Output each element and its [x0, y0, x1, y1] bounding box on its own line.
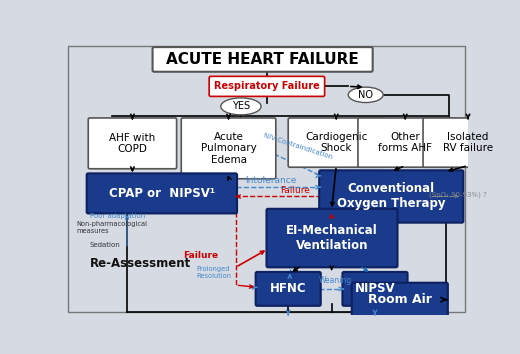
Text: Sedation: Sedation	[90, 241, 121, 247]
Text: Prolonged
Resolution: Prolonged Resolution	[197, 266, 232, 279]
FancyBboxPatch shape	[343, 272, 408, 306]
Text: Respiratory Failure: Respiratory Failure	[214, 81, 320, 91]
Ellipse shape	[221, 98, 261, 115]
Text: NIPSV: NIPSV	[355, 282, 395, 295]
Text: Failure: Failure	[280, 187, 309, 195]
FancyBboxPatch shape	[152, 47, 373, 72]
Text: ACUTE HEART FAILURE: ACUTE HEART FAILURE	[166, 52, 359, 67]
FancyBboxPatch shape	[288, 118, 384, 167]
Text: Poor adaptation: Poor adaptation	[90, 213, 145, 219]
Text: (SpO₂ 90-93%) ?: (SpO₂ 90-93%) ?	[429, 192, 487, 198]
Text: Re-Assessment: Re-Assessment	[90, 257, 191, 270]
Ellipse shape	[348, 87, 383, 103]
Text: NO: NO	[358, 90, 373, 100]
Text: AHF with
COPD: AHF with COPD	[109, 132, 155, 154]
Text: HFNC: HFNC	[270, 282, 306, 295]
Text: Weaning: Weaning	[319, 276, 353, 285]
Text: Isolated
RV failure: Isolated RV failure	[443, 132, 493, 153]
Text: Intolerance: Intolerance	[245, 176, 296, 185]
Text: Acute
Pulmonary
Edema: Acute Pulmonary Edema	[201, 132, 256, 165]
FancyBboxPatch shape	[181, 118, 276, 179]
FancyBboxPatch shape	[87, 173, 237, 213]
FancyBboxPatch shape	[319, 170, 463, 223]
FancyBboxPatch shape	[352, 283, 448, 316]
Text: Conventional
Oxygen Therapy: Conventional Oxygen Therapy	[337, 182, 446, 211]
FancyBboxPatch shape	[256, 272, 321, 306]
FancyBboxPatch shape	[423, 118, 513, 167]
Text: Failure: Failure	[183, 251, 218, 260]
FancyBboxPatch shape	[88, 118, 177, 169]
FancyBboxPatch shape	[267, 209, 397, 267]
Text: NIV Contraindication: NIV Contraindication	[263, 132, 333, 160]
FancyBboxPatch shape	[358, 118, 452, 167]
FancyBboxPatch shape	[209, 76, 324, 96]
Text: CPAP or  NIPSV¹: CPAP or NIPSV¹	[109, 187, 215, 200]
Text: Non-pharmacological
measures: Non-pharmacological measures	[76, 222, 148, 234]
Text: EI-Mechanical
Ventilation: EI-Mechanical Ventilation	[286, 224, 378, 252]
Text: Other
forms AHF: Other forms AHF	[378, 132, 432, 153]
Text: Room Air: Room Air	[368, 293, 432, 306]
Text: YES: YES	[232, 101, 250, 112]
Text: Cardiogenic
Shock: Cardiogenic Shock	[305, 132, 368, 153]
FancyBboxPatch shape	[68, 46, 465, 312]
